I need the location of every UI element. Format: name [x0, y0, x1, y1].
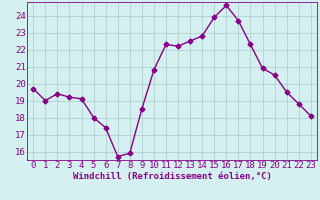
X-axis label: Windchill (Refroidissement éolien,°C): Windchill (Refroidissement éolien,°C)	[73, 172, 271, 181]
